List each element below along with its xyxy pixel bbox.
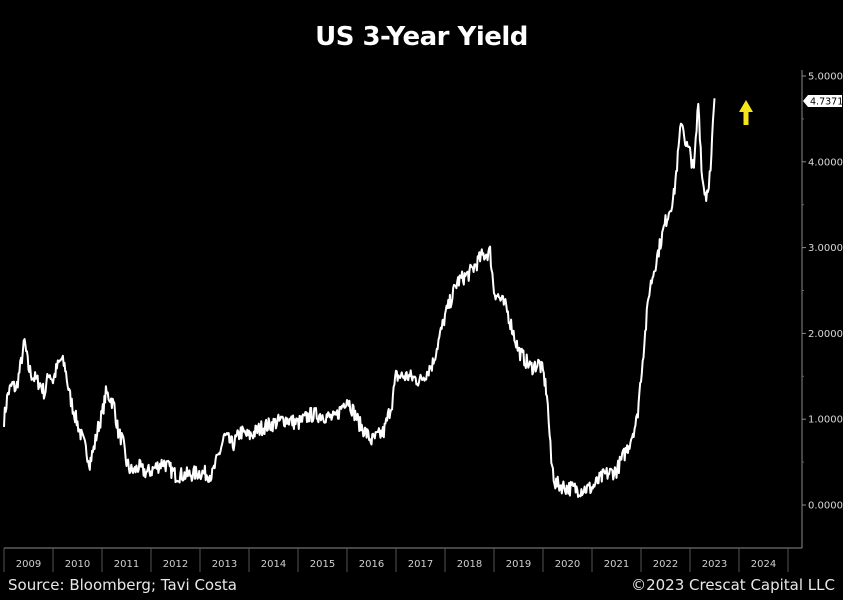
x-tick-label: 2016: [359, 559, 384, 570]
x-tick-label: 2021: [604, 559, 629, 570]
x-tick-label: 2013: [212, 559, 237, 570]
x-tick-label: 2009: [16, 559, 41, 570]
x-tick-label: 2010: [65, 559, 90, 570]
x-tick-label: 2024: [751, 559, 776, 570]
x-tick-label: 2020: [555, 559, 580, 570]
y-tick-label: 1.0000: [808, 415, 843, 426]
x-tick-label: 2015: [310, 559, 335, 570]
up-arrow-icon: [739, 100, 753, 125]
y-tick-label: 2.0000: [808, 329, 843, 340]
svg-text:4.7371: 4.7371: [810, 97, 843, 108]
yield-line: [3, 98, 716, 498]
x-tick-label: 2014: [261, 559, 286, 570]
source-note: Source: Bloomberg; Tavi Costa: [8, 576, 237, 594]
y-axis: 5.0000 4.0000 3.0000 2.0000 1.0000 0.0000: [801, 70, 843, 548]
x-tick-label: 2011: [114, 559, 139, 570]
y-tick-label: 5.0000: [808, 72, 843, 83]
copyright-note: ©2023 Crescat Capital LLC: [631, 576, 835, 594]
chart-title: US 3-Year Yield: [315, 22, 528, 52]
x-tick-label: 2018: [457, 559, 482, 570]
x-tick-label: 2019: [506, 559, 531, 570]
x-tick-label: 2022: [653, 559, 678, 570]
x-tick-label: 2012: [163, 559, 188, 570]
x-axis: 2009 2010 2011 2012 2013 2014 2015 2016 2017 2018…: [3, 547, 802, 572]
y-tick-label: 0.0000: [808, 501, 843, 512]
last-value-label: 4.7371: [803, 95, 843, 108]
x-tick-label: 2017: [408, 559, 433, 570]
x-tick-label: 2023: [702, 559, 727, 570]
y-tick-label: 3.0000: [808, 243, 843, 254]
y-tick-label: 4.0000: [808, 157, 843, 168]
